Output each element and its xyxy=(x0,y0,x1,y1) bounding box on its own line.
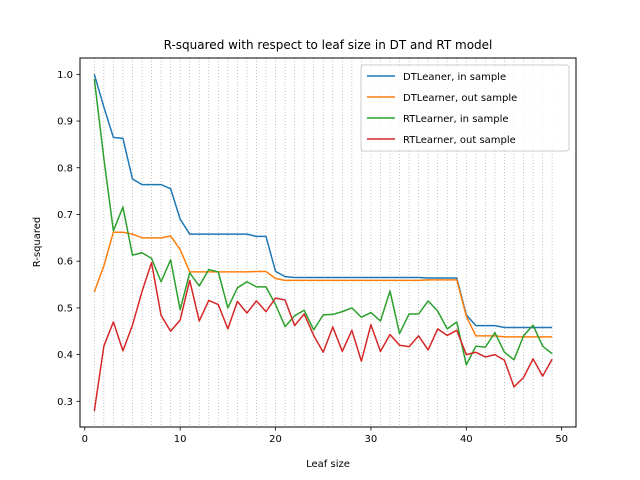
x-axis-label: Leaf size xyxy=(306,459,350,470)
y-tick-label: 1.0 xyxy=(57,70,73,81)
y-tick-label: 0.9 xyxy=(57,117,73,128)
y-axis-label: R-squared xyxy=(32,217,43,268)
x-tick-label: 0 xyxy=(82,434,88,445)
y-tick-label: 0.8 xyxy=(57,163,73,174)
series-lines xyxy=(93,74,553,412)
x-tick-label: 20 xyxy=(269,434,282,445)
x-tick-label: 50 xyxy=(555,434,568,445)
series-line-2 xyxy=(93,231,553,338)
y-tick-label: 0.6 xyxy=(57,257,73,268)
y-tick-label: 0.7 xyxy=(57,210,73,221)
legend-entry: DTLearner, out sample xyxy=(403,93,517,104)
legend-entry: RTLearner, in sample xyxy=(403,114,509,125)
legend-entry: DTLeaner, in sample xyxy=(403,72,506,83)
y-tick-label: 0.4 xyxy=(57,350,73,361)
legend-entry: RTLearner, out sample xyxy=(403,135,516,146)
series-line-4 xyxy=(93,261,553,412)
x-tick-label: 30 xyxy=(365,434,378,445)
series-line-1 xyxy=(93,74,553,329)
y-tick-label: 0.3 xyxy=(57,397,73,408)
chart-title: R-squared with respect to leaf size in D… xyxy=(164,38,493,52)
x-axis-ticks: 0 10 20 30 40 50 xyxy=(82,427,568,445)
plot-frame xyxy=(79,57,577,428)
x-tick-label: 10 xyxy=(174,434,187,445)
y-tick-label: 0.5 xyxy=(57,303,73,314)
y-axis-ticks: 0.3 0.4 0.5 0.6 0.7 0.8 0.9 1.0 xyxy=(57,70,80,408)
legend-frame xyxy=(360,64,570,152)
series-line-3 xyxy=(93,78,553,366)
x-tick-label: 40 xyxy=(460,434,473,445)
legend: DTLeaner, in sample DTLearner, out sample… xyxy=(360,64,570,152)
